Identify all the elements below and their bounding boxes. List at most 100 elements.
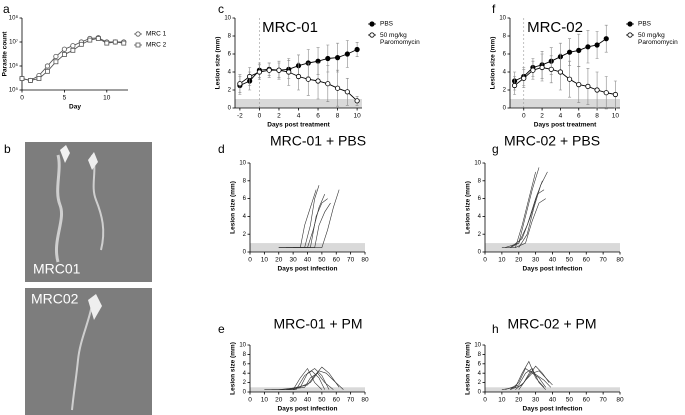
legend-marker: [369, 21, 375, 27]
y-tick-label: 10: [239, 161, 246, 167]
y-tick-label: 10: [224, 16, 231, 22]
x-tick-label: 20: [515, 397, 523, 404]
image-label: MRC01: [33, 261, 81, 277]
y-tick-label: 4: [478, 214, 482, 220]
x-tick-label: 20: [275, 397, 283, 404]
y-tick-label: 2: [243, 380, 247, 386]
parasite-shape: [71, 304, 93, 411]
x-tick-label: -2: [237, 113, 243, 120]
data-point: [19, 76, 25, 81]
x-tick-label: 60: [583, 397, 591, 404]
y-axis-label: Lesion size (mm): [230, 181, 237, 234]
data-point: [78, 41, 84, 47]
x-tick-label: 30: [290, 397, 298, 404]
x-tick-label: 50: [566, 397, 574, 404]
y-tick-label: 10: [474, 161, 481, 167]
x-axis-label: Days post infection: [523, 266, 583, 273]
x-axis-label: Days post infection: [278, 406, 338, 413]
x-tick-label: 70: [347, 397, 355, 404]
data-point: [566, 76, 573, 82]
y-tick-label: 0: [503, 106, 507, 112]
micrograph: [25, 288, 152, 415]
y-tick-label: 6: [478, 196, 482, 202]
y-axis-label: Lesion size (mm): [230, 342, 237, 395]
y-axis-label: Parasite count: [2, 31, 9, 77]
y-axis-label: Lesion size (mm): [215, 37, 222, 90]
data-point: [286, 69, 292, 75]
x-tick-label: 10: [612, 113, 620, 120]
data-point: [70, 43, 76, 49]
series-line: [518, 370, 553, 390]
y-tick-label: 0: [243, 390, 247, 396]
data-point: [45, 68, 50, 74]
series-line: [285, 372, 334, 390]
x-tick-label: 30: [532, 257, 540, 264]
x-tick-label: 80: [616, 397, 624, 404]
data-point: [87, 37, 93, 43]
legend-marker: [627, 21, 633, 27]
data-point: [315, 78, 321, 84]
x-tick-label: 6: [316, 113, 320, 120]
x-tick-label: 0: [248, 397, 252, 404]
x-axis-label: Days post infection: [278, 266, 338, 273]
panel-letter: g: [492, 142, 499, 156]
data-point: [576, 47, 582, 54]
data-point: [603, 90, 609, 96]
y-tick-label: 6: [243, 361, 247, 367]
x-tick-label: 80: [361, 257, 369, 264]
y-tick-label: 4: [228, 70, 232, 76]
y-tick-label: 0: [478, 250, 482, 256]
data-point: [112, 39, 118, 45]
data-point: [70, 47, 76, 53]
x-tick-label: 0: [20, 95, 24, 102]
x-tick-label: 50: [566, 257, 574, 264]
x-tick-label: 60: [333, 257, 341, 264]
x-tick-label: 30: [290, 257, 298, 264]
y-tick-label: 10⁵: [9, 87, 19, 94]
y-tick-label: 2: [243, 232, 247, 238]
series-line: [285, 194, 326, 248]
y-tick-label: 6: [243, 196, 247, 202]
data-point: [44, 63, 51, 69]
data-point: [36, 76, 42, 81]
series-line: [515, 198, 546, 248]
series-line: [501, 171, 536, 248]
panel-letter: h: [492, 322, 499, 336]
x-tick-label: 80: [361, 397, 369, 404]
x-tick-label: 40: [304, 397, 312, 404]
y-tick-label: 6: [228, 52, 232, 58]
data-point: [354, 46, 360, 53]
data-point: [566, 49, 573, 55]
y-tick-label: 10⁷: [9, 39, 18, 46]
x-axis-label: Day: [69, 104, 81, 111]
legend-marker: [135, 31, 141, 37]
x-tick-label: 10: [353, 113, 361, 120]
y-tick-label: 8: [243, 352, 247, 358]
series-line: [278, 368, 330, 390]
series-line: [514, 67, 616, 95]
parasite-body: [88, 152, 98, 170]
data-point: [585, 44, 591, 50]
data-point: [266, 67, 272, 73]
series-line: [510, 368, 546, 390]
x-tick-label: 0: [483, 397, 487, 404]
x-axis-label: Days post treatment: [534, 122, 597, 129]
series-line: [271, 370, 326, 390]
image-label: MRC02: [31, 291, 79, 307]
panel-letter: b: [4, 142, 11, 156]
y-tick-label: 2: [478, 380, 482, 386]
y-tick-label: 6: [503, 52, 507, 58]
panel-letter: e: [218, 322, 225, 336]
data-point: [511, 82, 518, 89]
y-tick-label: 4: [503, 70, 507, 76]
x-tick-label: 20: [515, 257, 523, 264]
x-axis-label: Days post infection: [523, 406, 583, 413]
series-line: [278, 185, 320, 248]
x-tick-label: 50: [318, 397, 326, 404]
x-tick-label: 2: [540, 113, 544, 120]
x-tick-label: 70: [600, 397, 608, 404]
legend-label: PBS: [638, 21, 652, 28]
data-point: [104, 40, 110, 46]
parasite-body: [60, 145, 70, 163]
data-point: [62, 52, 67, 57]
